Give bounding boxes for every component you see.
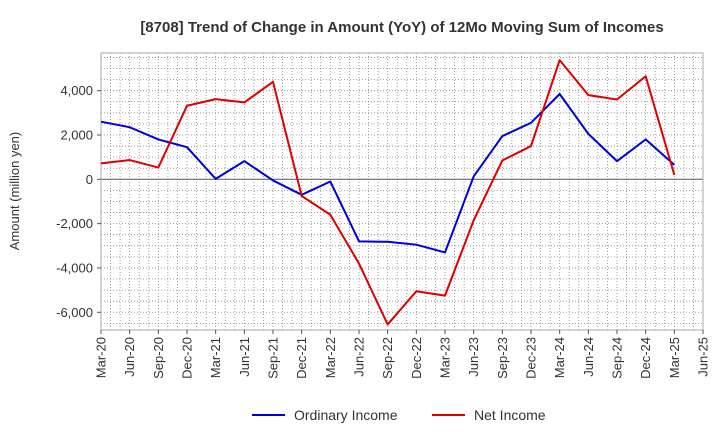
x-tick-label: Dec-21 — [294, 337, 309, 379]
x-tick-label: Dec-24 — [638, 337, 653, 379]
x-tick-label: Mar-20 — [94, 337, 109, 378]
x-tick-label: Sep-24 — [610, 337, 625, 379]
plot-background — [101, 53, 703, 330]
chart-title: [8708] Trend of Change in Amount (YoY) o… — [140, 19, 663, 36]
x-tick-label: Jun-23 — [466, 337, 481, 377]
grid-lines — [101, 53, 703, 330]
y-tick-label: -6,000 — [56, 305, 93, 320]
x-tick-label: Dec-23 — [524, 337, 539, 379]
legend-label-net-income: Net Income — [474, 407, 546, 423]
x-tick-label: Jun-22 — [352, 337, 367, 377]
x-tick-label: Sep-23 — [495, 337, 510, 379]
x-tick-label: Jun-21 — [237, 337, 252, 377]
x-tick-label: Dec-20 — [180, 337, 195, 379]
y-tick-label: -4,000 — [56, 260, 93, 275]
x-tick-label: Mar-23 — [438, 337, 453, 378]
x-tick-label: Mar-24 — [552, 337, 567, 378]
legend: Ordinary Income Net Income — [252, 407, 546, 423]
y-axis-label: Amount (million yen) — [7, 132, 22, 251]
plot-area: 4,000 2,000 0 -2,000 -4,000 -6,000 Mar-20 Jun-2… — [56, 52, 711, 379]
y-tick-label: 4,000 — [60, 83, 93, 98]
series-line-ordinary-income — [100, 92, 675, 254]
x-tick-label: Dec-22 — [409, 337, 424, 379]
x-tick-label: Sep-22 — [380, 337, 395, 379]
x-tick-label: Mar-22 — [323, 337, 338, 378]
y-tick-label: 0 — [86, 172, 93, 187]
x-tick-label: Jun-24 — [581, 337, 596, 377]
x-tick-label: Mar-25 — [667, 337, 682, 378]
y-tick-label: 2,000 — [60, 127, 93, 142]
x-tick-label: Mar-21 — [208, 337, 223, 378]
legend-label-ordinary-income: Ordinary Income — [294, 407, 398, 423]
plot-frame — [100, 52, 704, 331]
series-line-net-income — [100, 59, 676, 326]
y-tick-label: -2,000 — [56, 216, 93, 231]
x-tick-label: Sep-21 — [266, 337, 281, 379]
x-tick-label: Sep-20 — [151, 337, 166, 379]
x-tick-label: Jun-20 — [122, 337, 137, 377]
x-tick-label: Jun-25 — [696, 337, 711, 377]
